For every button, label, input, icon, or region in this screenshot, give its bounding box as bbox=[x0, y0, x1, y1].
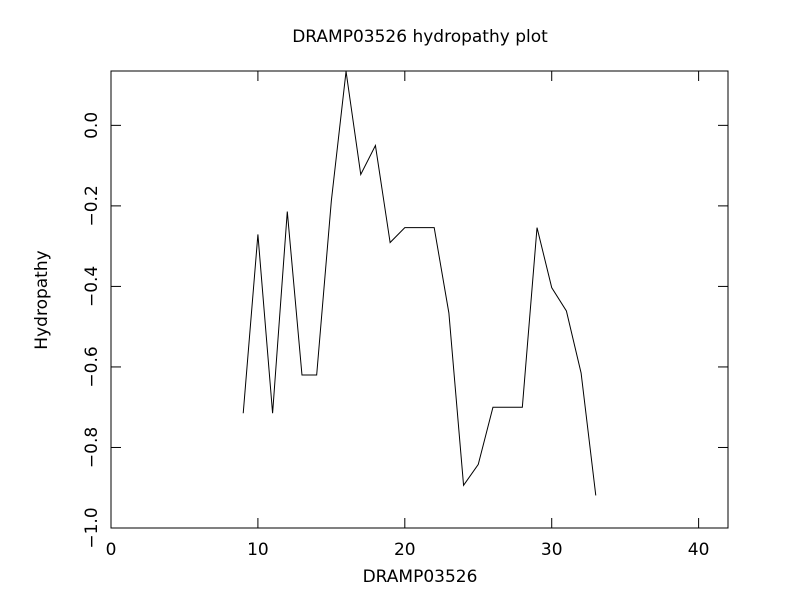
plot-frame bbox=[110, 70, 729, 529]
x-tick-label: 40 bbox=[688, 540, 710, 560]
x-tick-label: 0 bbox=[106, 540, 117, 560]
x-tick-label: 10 bbox=[247, 540, 269, 560]
y-tick-label: −0.6 bbox=[82, 346, 102, 387]
x-axis-label: DRAMP03526 bbox=[363, 567, 478, 587]
y-tick-label: −0.2 bbox=[82, 185, 102, 226]
y-tick-label: −0.4 bbox=[82, 266, 102, 307]
x-tick-label: 30 bbox=[541, 540, 563, 560]
y-axis-label: Hydropathy bbox=[32, 250, 52, 349]
y-tick-label: 0.0 bbox=[82, 112, 102, 139]
chart-title: DRAMP03526 hydropathy plot bbox=[292, 27, 548, 47]
y-tick-label: −1.0 bbox=[82, 507, 102, 548]
x-tick-label: 20 bbox=[394, 540, 416, 560]
data-line bbox=[242, 71, 597, 496]
y-tick-label: −0.8 bbox=[82, 427, 102, 468]
